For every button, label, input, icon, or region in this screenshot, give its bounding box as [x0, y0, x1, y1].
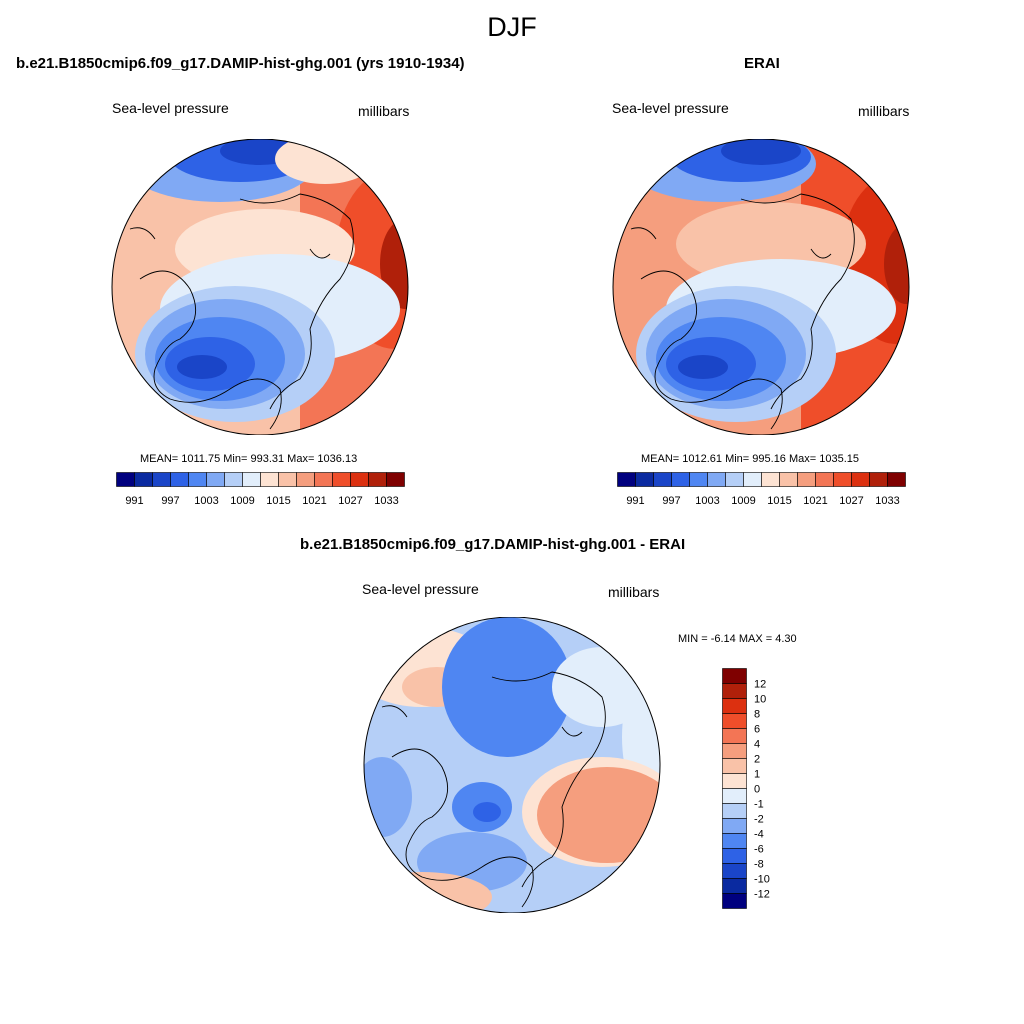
model-colorbar: 991 997 1003 1009 1015 1021 1027 1033 [116, 472, 405, 506]
diff-colorbar-box [722, 698, 747, 714]
model-colorbar-tick-label: 1003 [194, 495, 218, 506]
model-polar-map [111, 139, 409, 435]
model-colorbar-box [332, 472, 351, 487]
diff-colorbar-tick-label: -6 [754, 844, 764, 856]
model-colorbar-box [386, 472, 405, 487]
diff-colorbar-box [722, 743, 747, 759]
diff-colorbar-box [722, 848, 747, 864]
model-colorbar-tick-label: 1027 [338, 495, 362, 506]
model-variable-label: Sea-level pressure [112, 100, 229, 116]
obs-colorbar-box [707, 472, 726, 487]
diff-colorbar-box [722, 893, 747, 909]
diff-colorbar-box [722, 668, 747, 684]
diff-colorbar-box [722, 758, 747, 774]
obs-colorbar-box [869, 472, 888, 487]
diff-colorbar-tick-label: -12 [754, 889, 770, 901]
diff-variable-label: Sea-level pressure [362, 581, 479, 597]
diff-colorbar-tick-label: -2 [754, 814, 764, 826]
obs-units-label: millibars [858, 103, 910, 119]
obs-colorbar-box [671, 472, 690, 487]
model-colorbar-box [296, 472, 315, 487]
obs-colorbar: 991 997 1003 1009 1015 1021 1027 1033 [617, 472, 906, 506]
diff-colorbar-tick-label: 8 [754, 709, 760, 721]
obs-colorbar-tick-label: 1027 [839, 495, 863, 506]
model-colorbar-box [170, 472, 189, 487]
obs-colorbar-box [635, 472, 654, 487]
model-colorbar-box [314, 472, 333, 487]
model-colorbar-box [188, 472, 207, 487]
diff-colorbar-box [722, 803, 747, 819]
diff-colorbar-tick-label: 10 [754, 694, 766, 706]
diff-colorbar-tick-label: 6 [754, 724, 760, 736]
diff-colorbar-tick-label: 2 [754, 754, 760, 766]
model-colorbar-box [260, 472, 279, 487]
model-colorbar-tick-label: 1021 [302, 495, 326, 506]
diff-colorbar-box [722, 683, 747, 699]
obs-colorbar-box [725, 472, 744, 487]
obs-colorbar-box [815, 472, 834, 487]
figure-title: DJF [487, 12, 537, 42]
obs-variable-label: Sea-level pressure [612, 100, 729, 116]
model-colorbar-tick-label: 997 [161, 495, 179, 506]
diff-colorbar-box [722, 818, 747, 834]
diff-colorbar-tick-label: -1 [754, 799, 764, 811]
obs-colorbar-box [617, 472, 636, 487]
obs-colorbar-box [743, 472, 762, 487]
obs-stats: MEAN= 1012.61 Min= 995.16 Max= 1035.15 [641, 453, 860, 465]
obs-colorbar-tick-label: 997 [662, 495, 680, 506]
obs-colorbar-box [779, 472, 798, 487]
diff-colorbar-box [722, 878, 747, 894]
obs-colorbar-box [689, 472, 708, 487]
obs-colorbar-box [833, 472, 852, 487]
diff-colorbar-box [722, 788, 747, 804]
diff-stats: MIN = -6.14 MAX = 4.30 [678, 633, 797, 645]
model-colorbar-box [278, 472, 297, 487]
model-colorbar-box [242, 472, 261, 487]
diff-colorbar-box [722, 863, 747, 879]
model-colorbar-tick-label: 991 [125, 495, 143, 506]
model-colorbar-box [134, 472, 153, 487]
diff-colorbar-tick-label: -8 [754, 859, 764, 871]
model-colorbar-tick-label: 1015 [266, 495, 290, 506]
obs-colorbar-box [653, 472, 672, 487]
obs-polar-map [612, 139, 910, 435]
obs-colorbar-box [887, 472, 906, 487]
obs-colorbar-box [761, 472, 780, 487]
diff-colorbar-tick-label: -4 [754, 829, 764, 841]
model-colorbar-box [368, 472, 387, 487]
obs-panel-title: ERAI [744, 55, 780, 72]
obs-colorbar-box [851, 472, 870, 487]
obs-colorbar-tick-label: 1015 [767, 495, 791, 506]
obs-colorbar-tick-label: 1009 [731, 495, 755, 506]
diff-colorbar-tick-label: 1 [754, 769, 760, 781]
diff-polar-map [363, 617, 661, 913]
model-colorbar-box [224, 472, 243, 487]
model-stats: MEAN= 1011.75 Min= 993.31 Max= 1036.13 [140, 453, 358, 465]
diff-colorbar-tick-label: 12 [754, 679, 766, 691]
model-colorbar-box [152, 472, 171, 487]
diff-colorbar-box [722, 773, 747, 789]
diff-colorbar-tick-label: -10 [754, 874, 770, 886]
obs-colorbar-tick-label: 1033 [875, 495, 899, 506]
model-colorbar-tick-label: 1009 [230, 495, 254, 506]
obs-colorbar-tick-label: 1003 [695, 495, 719, 506]
model-colorbar-box [206, 472, 225, 487]
diff-colorbar-tick-label: 0 [754, 784, 760, 796]
diff-colorbar-box [722, 833, 747, 849]
model-units-label: millibars [358, 103, 410, 119]
obs-colorbar-tick-label: 1021 [803, 495, 827, 506]
diff-colorbar-box [722, 728, 747, 744]
model-panel-title: b.e21.B1850cmip6.f09_g17.DAMIP-hist-ghg.… [16, 55, 465, 72]
diff-colorbar-tick-label: 4 [754, 739, 760, 751]
diff-panel-title: b.e21.B1850cmip6.f09_g17.DAMIP-hist-ghg.… [300, 536, 686, 553]
model-colorbar-box [350, 472, 369, 487]
model-colorbar-box [116, 472, 135, 487]
model-colorbar-tick-label: 1033 [374, 495, 398, 506]
diff-units-label: millibars [608, 584, 660, 600]
obs-colorbar-tick-label: 991 [626, 495, 644, 506]
diff-colorbar-box [722, 713, 747, 729]
obs-colorbar-box [797, 472, 816, 487]
